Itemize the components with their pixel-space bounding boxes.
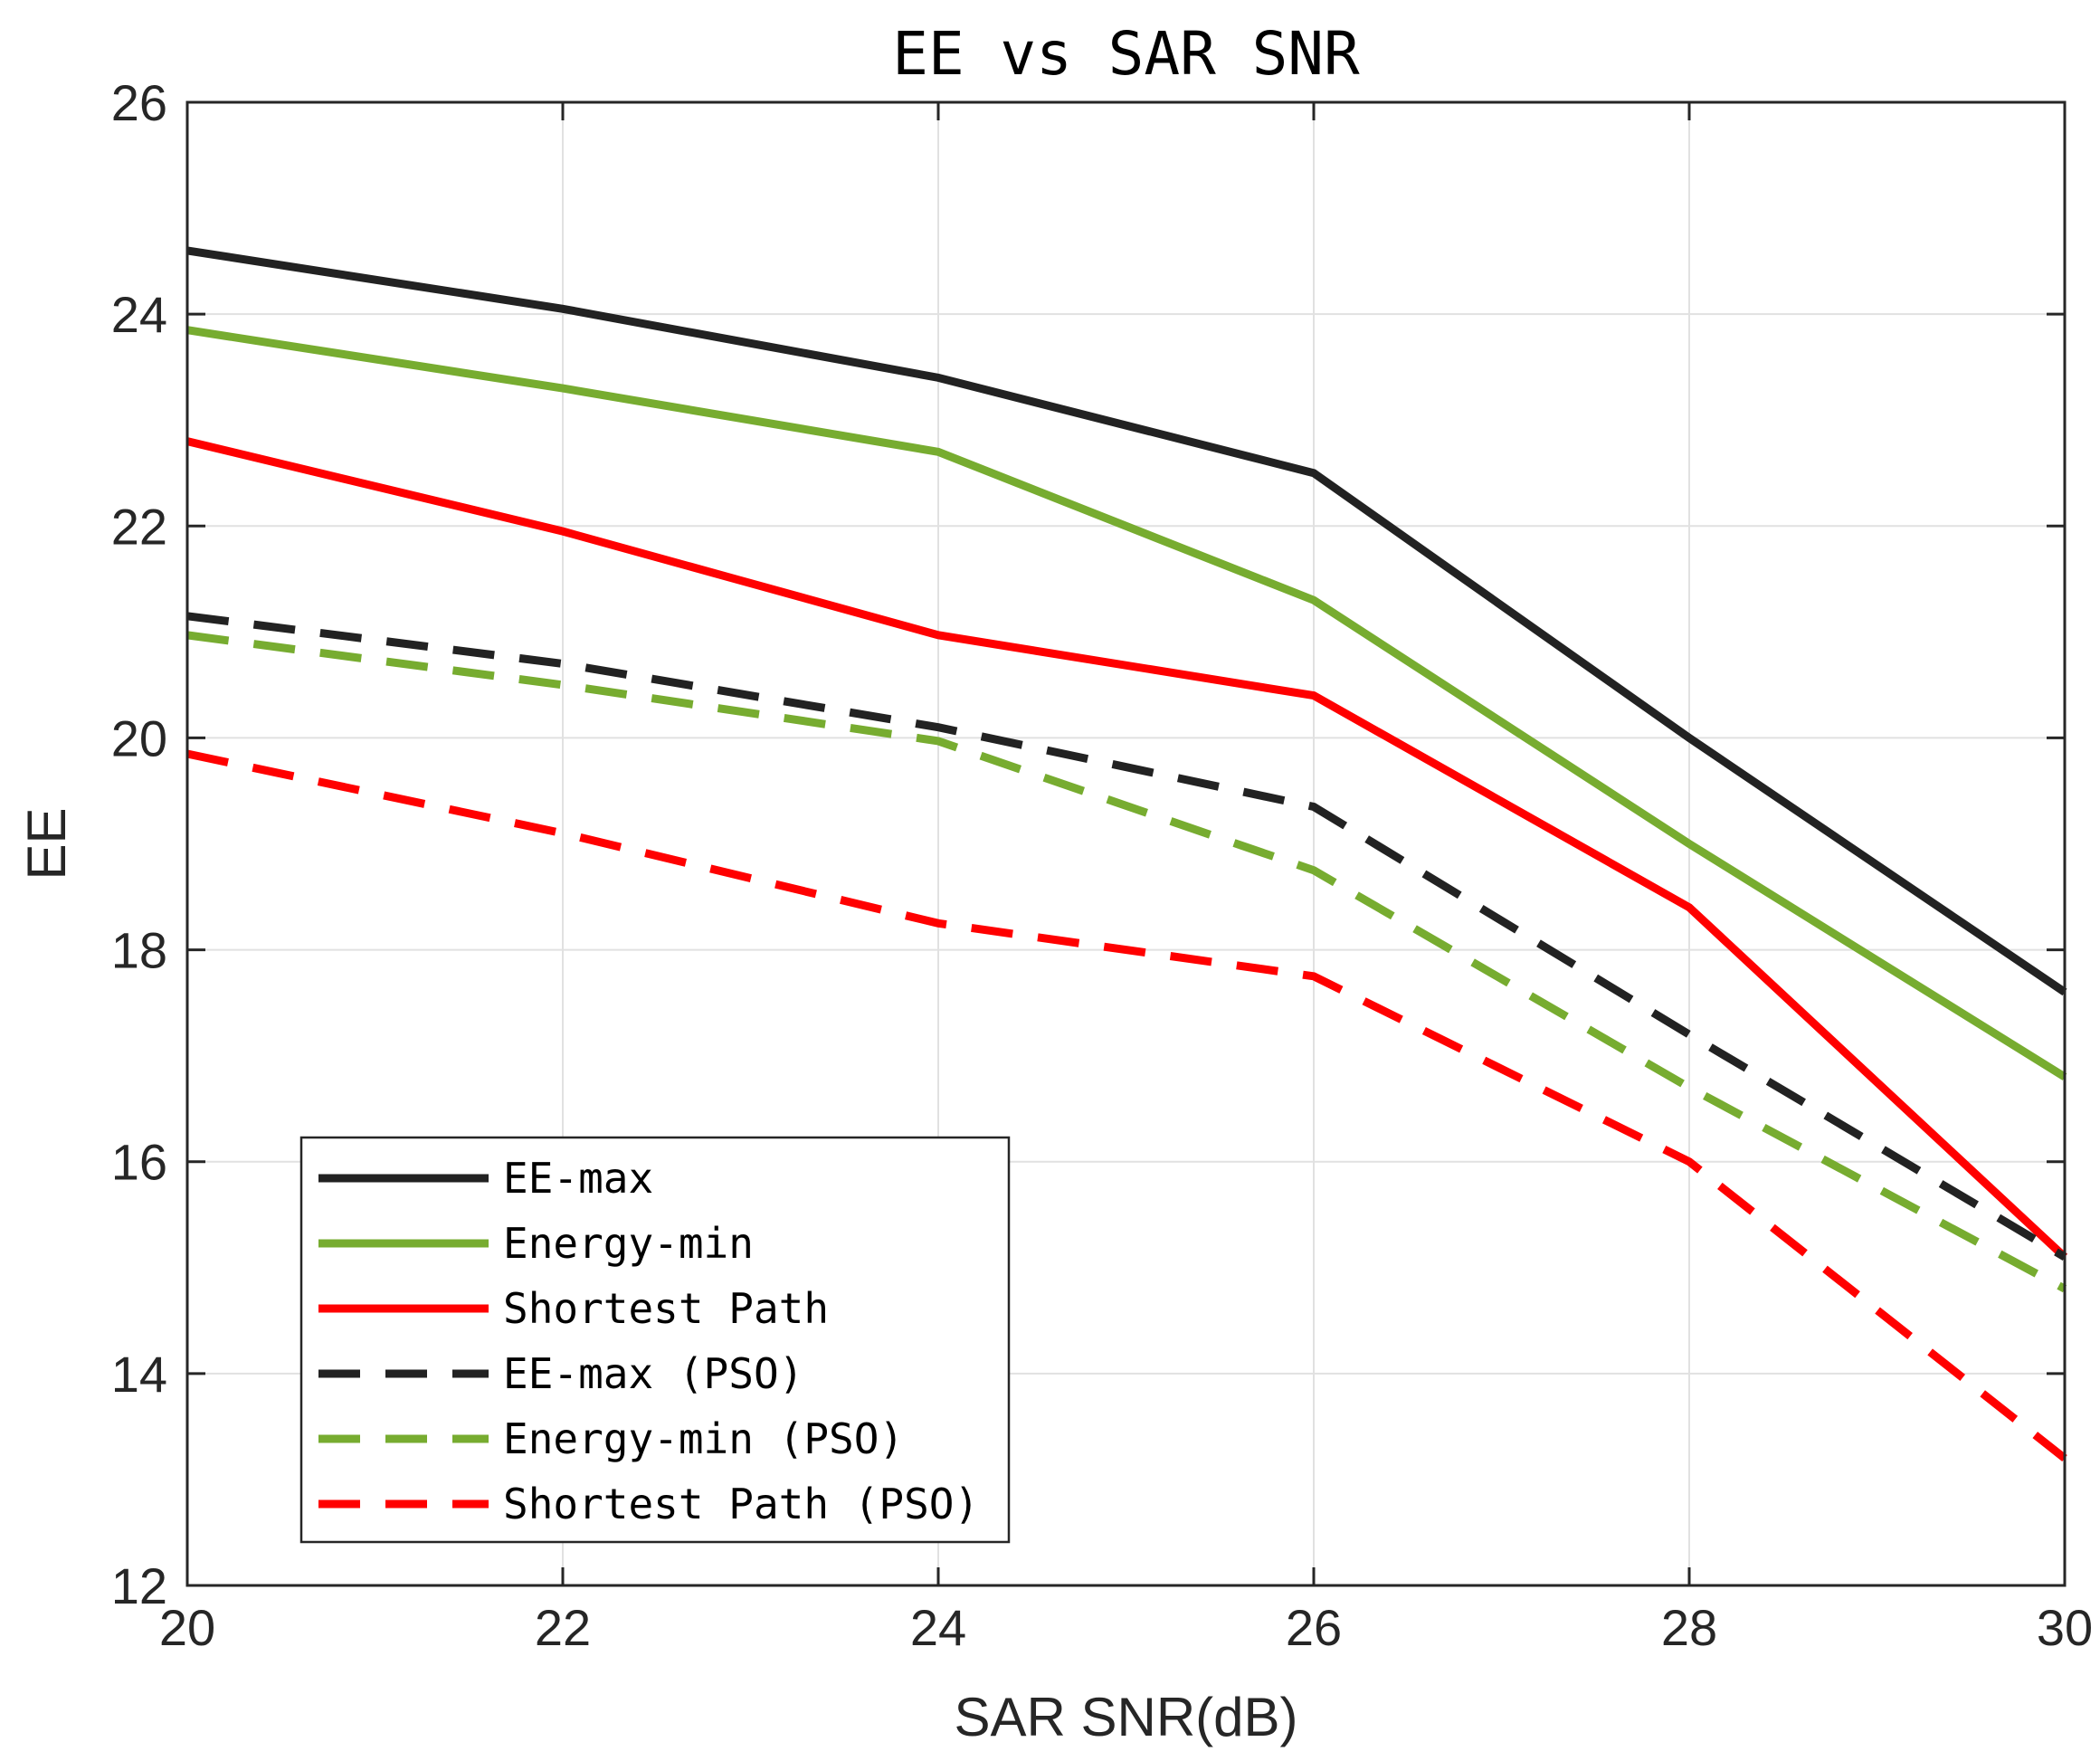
legend-label: EE-max (PSO) — [503, 1349, 803, 1398]
series-line-5 — [186, 631, 2067, 1293]
plot-frame — [185, 100, 2067, 1587]
series-line-4 — [186, 612, 2067, 1261]
series-lines — [185, 246, 2068, 1462]
y-tick-label: 12 — [111, 1557, 167, 1614]
x-tick-label: 26 — [1286, 1599, 1342, 1656]
x-tick-label: 22 — [535, 1599, 591, 1656]
legend-label: Shortest Path (PSO) — [503, 1480, 979, 1528]
legend-label: Shortest Path — [503, 1284, 829, 1333]
x-axis-label: SAR SNR(dB) — [954, 1687, 1297, 1747]
y-tick-label: 22 — [111, 498, 167, 555]
y-tick-label: 16 — [111, 1134, 167, 1191]
legend-label: Energy-min — [503, 1219, 754, 1268]
y-tick-label: 14 — [111, 1346, 167, 1403]
legend-box — [299, 1136, 1011, 1544]
x-tick-label: 30 — [2037, 1599, 2093, 1656]
x-tick-label: 20 — [159, 1599, 215, 1656]
series-line-2 — [186, 326, 2067, 1080]
axis-ticks: 20 22 24 26 28 30 12 14 16 18 20 22 24 26 — [111, 74, 2093, 1656]
x-tick-label: 28 — [1661, 1599, 1717, 1656]
legend-label: Energy-min (PSO) — [503, 1414, 904, 1463]
series-line-6 — [186, 749, 2067, 1462]
x-tick-label: 24 — [910, 1599, 966, 1656]
legend-label: EE-max — [503, 1154, 653, 1203]
y-tick-label: 18 — [111, 922, 167, 979]
y-tick-label: 26 — [111, 74, 167, 131]
chart-title: EE vs SAR SNR — [892, 19, 1360, 89]
legend: EE-max Energy-min Shortest Path EE-max (PSO… — [299, 1136, 1011, 1544]
series-line-3 — [185, 437, 2068, 1261]
y-tick-label: 24 — [111, 286, 167, 343]
series-line-1 — [186, 246, 2067, 996]
y-axis-label: EE — [16, 807, 77, 880]
y-tick-label: 20 — [111, 709, 167, 766]
